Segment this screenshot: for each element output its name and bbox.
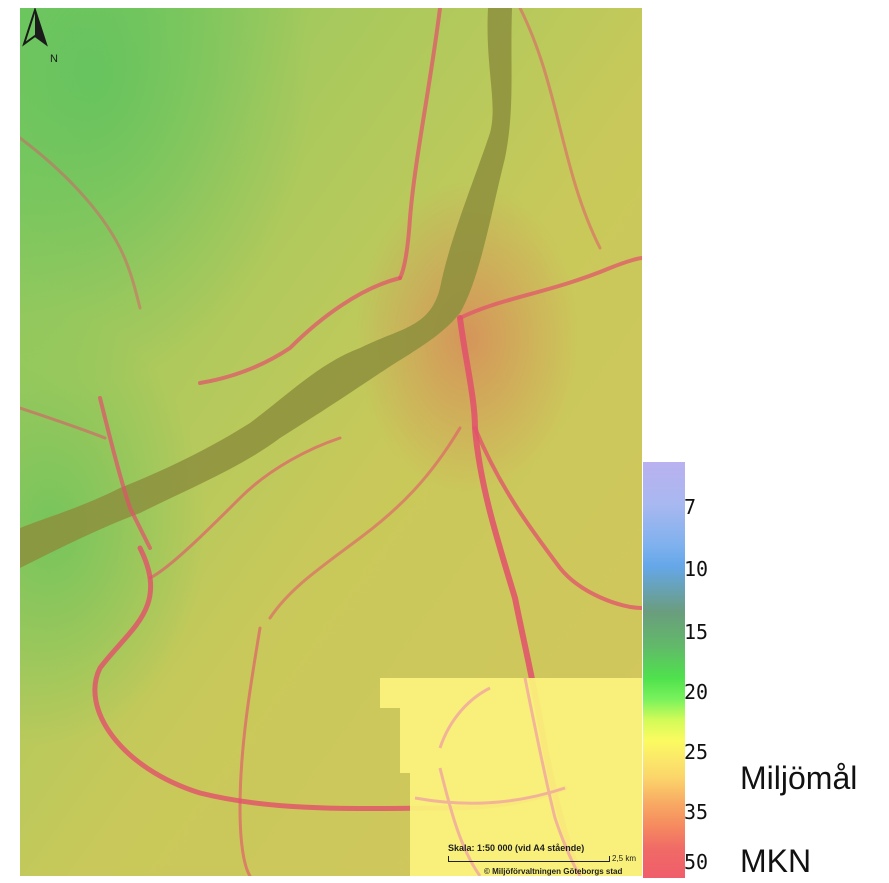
legend-threshold-miljomal: Miljömål — [740, 760, 858, 796]
overlay-roads — [414, 677, 582, 876]
legend-color-bar — [643, 462, 685, 878]
river — [20, 8, 512, 568]
legend-tick-25: 25 — [684, 740, 709, 764]
overlay-patch — [380, 678, 642, 876]
legend-threshold-mkn: MKN — [740, 843, 812, 879]
north-label: N — [50, 53, 58, 65]
scale-distance: 2,5 km — [612, 854, 637, 863]
north-arrow-icon — [22, 8, 48, 47]
copyright-text: © Miljöförvaltningen Göteborgs stad — [484, 867, 623, 876]
scale-bar — [448, 855, 610, 862]
legend-tick-7: 7 — [684, 495, 697, 519]
legend-tick-50: 50 — [684, 850, 709, 874]
scale-title: Skala: 1:50 000 (vid A4 stående) — [448, 843, 585, 853]
legend-tick-20: 20 — [684, 680, 709, 704]
pollution-map[interactable]: N Skala: 1:50 000 (vid A4 stående) 2,5 k… — [20, 8, 642, 876]
legend-tick-10: 10 — [684, 557, 709, 581]
legend-tick-35: 35 — [684, 800, 709, 824]
legend-tick-15: 15 — [684, 620, 709, 644]
map-canvas — [20, 8, 642, 876]
